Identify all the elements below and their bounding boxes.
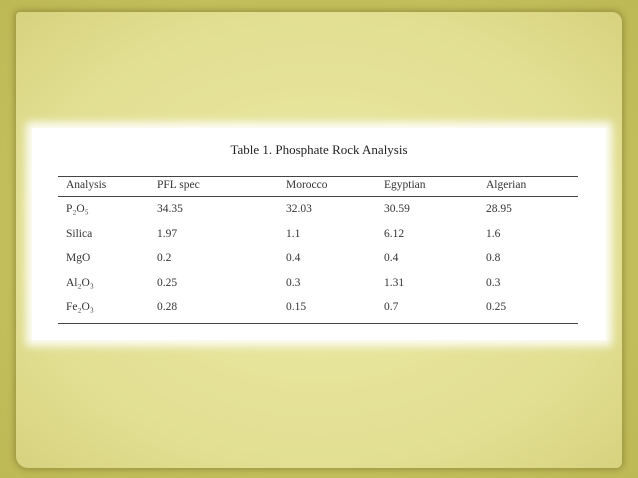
header-cell: Algerian [486,179,527,191]
table-cell: 32.03 [286,203,312,215]
table-cell: 0.25 [157,276,178,289]
table-cell: Al₂O₃ [66,276,94,289]
table-cell: 0.7 [384,301,399,313]
header-rule [58,196,578,197]
header-cell: Egyptian [384,179,426,191]
table-cell: 1.1 [286,227,301,240]
table-cell: P₂O₅ [66,203,89,215]
top-rule [58,176,578,177]
table-cell: 0.3 [286,276,301,289]
table-cell: 0.8 [486,252,501,264]
table-cell: 1.6 [486,227,501,240]
table-card: Table 1. Phosphate Rock Analysis Analysi… [32,128,606,340]
table-cell: 0.25 [486,301,507,313]
table-cell: Fe₂O₃ [66,301,94,313]
table-cell: 0.4 [384,252,399,264]
table-cell: 1.31 [384,276,405,289]
table-cell: 0.15 [286,301,307,313]
table-cell: 34.35 [157,203,183,215]
header-cell: PFL spec [157,179,200,191]
table-cell: 0.4 [286,252,301,264]
table-cell: Silica [66,227,93,240]
table-cell: 0.2 [157,252,172,264]
table-title: Table 1. Phosphate Rock Analysis [230,142,408,157]
table-cell: MgO [66,252,91,264]
table-cell: 30.59 [384,203,410,215]
bottom-rule [58,323,578,324]
table-cell: 0.28 [157,301,178,313]
table-cell: 0.3 [486,276,501,289]
header-cell: Analysis [66,179,107,191]
table-cell: 1.97 [157,227,178,240]
header-cell: Morocco [286,179,328,191]
table-cell: 28.95 [486,203,512,215]
table-cell: 6.12 [384,227,405,240]
